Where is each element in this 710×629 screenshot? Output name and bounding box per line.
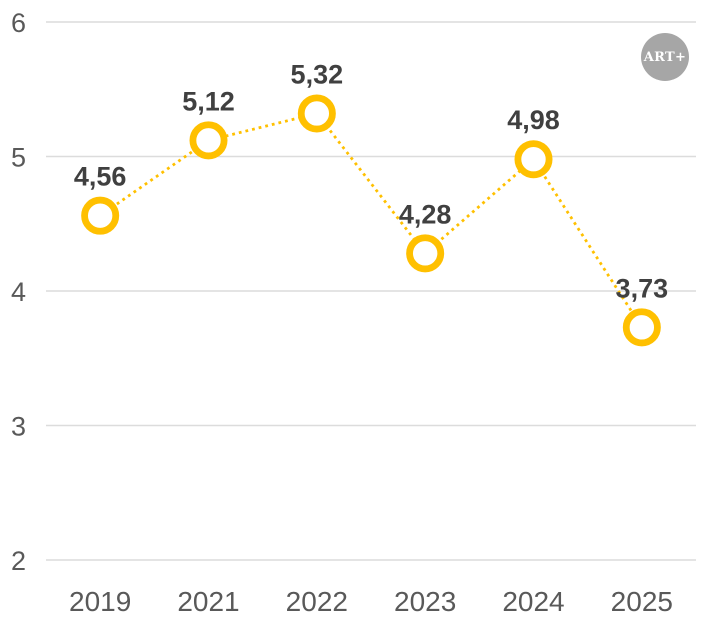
data-point-label: 5,32 bbox=[291, 59, 344, 89]
data-point-marker bbox=[406, 234, 445, 273]
data-point-marker bbox=[622, 308, 661, 347]
x-axis-category-label: 2025 bbox=[611, 586, 673, 617]
data-point-marker bbox=[81, 196, 120, 235]
y-axis-tick-label: 2 bbox=[11, 546, 26, 576]
data-point-label: 3,73 bbox=[616, 273, 669, 303]
x-axis-category-label: 2021 bbox=[177, 586, 239, 617]
data-point-marker bbox=[514, 140, 553, 179]
data-point-marker bbox=[189, 121, 228, 160]
series-line bbox=[99, 111, 644, 329]
x-axis-category-label: 2024 bbox=[502, 586, 564, 617]
artplus-logo-badge: ART+ bbox=[641, 33, 689, 81]
y-axis-tick-label: 5 bbox=[11, 143, 26, 173]
data-point-label: 4,98 bbox=[507, 105, 560, 135]
y-axis-tick-label: 3 bbox=[11, 412, 26, 442]
data-point-label: 4,56 bbox=[74, 162, 127, 192]
data-point-label: 4,28 bbox=[399, 199, 452, 229]
y-axis-tick-label: 6 bbox=[11, 8, 26, 38]
data-point-marker bbox=[297, 94, 336, 133]
x-axis-category-label: 2022 bbox=[286, 586, 348, 617]
x-axis-category-label: 2019 bbox=[69, 586, 131, 617]
x-axis-category-label: 2023 bbox=[394, 586, 456, 617]
artplus-logo-text: ART+ bbox=[643, 49, 687, 65]
y-axis-tick-label: 4 bbox=[11, 277, 26, 307]
data-point-label: 5,12 bbox=[182, 86, 235, 116]
